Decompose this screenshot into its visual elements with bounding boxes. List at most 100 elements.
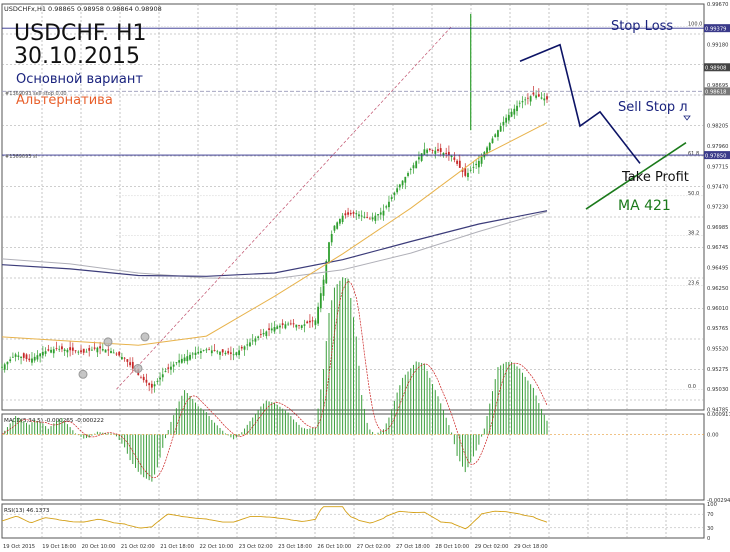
candle-body [202, 350, 205, 352]
candle-body [445, 152, 448, 154]
candle-body [499, 126, 502, 132]
candle-body [472, 166, 475, 168]
candle-body [458, 160, 461, 168]
candle-body [123, 357, 126, 359]
fib-level-label: 50.0 [688, 191, 699, 197]
candle-body [281, 323, 284, 325]
candle-body [368, 218, 371, 220]
candle-body [426, 149, 428, 153]
forecast-ma-path [585, 141, 687, 210]
fractal-marker [140, 332, 150, 342]
candle-body [388, 201, 390, 208]
candle-body [431, 150, 434, 151]
macd-tick-label: -0.00294 [707, 498, 730, 504]
candle-body [396, 188, 399, 193]
candle-body [339, 219, 341, 224]
y-tick-label: 0.97715 [707, 164, 728, 170]
candle-body [251, 340, 254, 342]
candle-body [374, 215, 377, 221]
candle-body [300, 325, 303, 328]
candle-body [464, 168, 467, 176]
candle-body [349, 212, 352, 215]
candle-body [306, 321, 309, 324]
main-series [1, 13, 548, 394]
candle-body [88, 348, 91, 351]
candle-body [382, 210, 385, 216]
x-tick-label: 26 Oct 10:00 [317, 544, 351, 550]
rsi-tick-label: 70 [707, 512, 714, 518]
candle-body [110, 351, 112, 354]
fib-level-label: 0.0 [688, 384, 696, 390]
candle-body [507, 114, 510, 121]
macd-label: MACD(5,34,5) -0.000265 -0.000222 [4, 418, 104, 424]
macd-panel: MACD(5,34,5) -0.000265 -0.000222 [1, 277, 704, 482]
candle-body [270, 328, 273, 331]
take-profit-label: Take Profit [621, 170, 689, 185]
candle-body [333, 225, 336, 231]
candle-body [246, 344, 249, 346]
y-tick-label: 0.95030 [707, 387, 728, 393]
rsi-tick-label: 0 [707, 536, 710, 542]
candle-body [85, 351, 88, 353]
candle-body [52, 349, 55, 354]
candle-body [126, 359, 129, 362]
x-tick-label: 27 Oct 02:00 [357, 544, 391, 550]
candle-body [461, 169, 464, 172]
candle-body [259, 334, 262, 335]
candle-body [164, 370, 167, 372]
candle-body [527, 97, 529, 99]
candle-body [434, 150, 437, 154]
candle-body [112, 352, 115, 354]
candle-body [189, 354, 191, 360]
y-tick-label: 0.97230 [707, 205, 728, 211]
order-label-1: #1369093 sell stop 0.00 [5, 91, 67, 97]
x-tick-label: 23 Oct 18:00 [278, 544, 312, 550]
candle-body [418, 157, 420, 160]
y-tick-label: 0.99670 [707, 2, 728, 8]
candle-body [535, 95, 537, 98]
candle-body [360, 215, 363, 217]
candle-body [6, 361, 9, 365]
candle-body [513, 108, 516, 115]
candle-body [82, 348, 85, 353]
y-tick-label: 0.95275 [707, 367, 728, 373]
candle-body [309, 320, 311, 323]
candle-body [510, 111, 513, 117]
candle-body [25, 354, 28, 360]
candle-body [180, 358, 183, 363]
candle-body [412, 165, 415, 169]
candle-body [344, 213, 347, 216]
candle-body [227, 351, 230, 354]
candle-body [453, 157, 456, 160]
candle-body [41, 351, 44, 356]
candle-body [488, 142, 491, 151]
candle-body [502, 121, 505, 126]
fib-level-label: 61.8 [688, 151, 699, 157]
chart-title: USDCHF. H1 [14, 21, 147, 46]
candle-body [150, 383, 153, 388]
ma421-label: MA 421 [618, 198, 671, 214]
sell-stop-arrow [683, 115, 691, 121]
candle-body [358, 214, 360, 217]
y-tick-label: 0.98205 [707, 124, 728, 130]
candle-body [355, 213, 358, 215]
candle-body [540, 97, 543, 99]
rsi-label: RSI(13) 46.1373 [4, 508, 50, 514]
candle-body [366, 217, 369, 218]
candle-body [494, 134, 497, 138]
candle-body [341, 215, 344, 223]
candle-body [230, 352, 232, 354]
candle-body [420, 153, 423, 161]
candle-body [404, 176, 407, 183]
chart-date: 30.10.2015 [14, 44, 140, 69]
candle-body [33, 356, 36, 361]
candle-body [475, 163, 478, 166]
candle-body [219, 351, 221, 355]
ma-navy-line [1, 210, 548, 277]
fractal-marker [78, 369, 88, 379]
candle-body [208, 349, 210, 351]
sell-stop-price-tag-bg [704, 87, 730, 96]
candle-body [330, 233, 333, 243]
candle-body [437, 149, 439, 151]
